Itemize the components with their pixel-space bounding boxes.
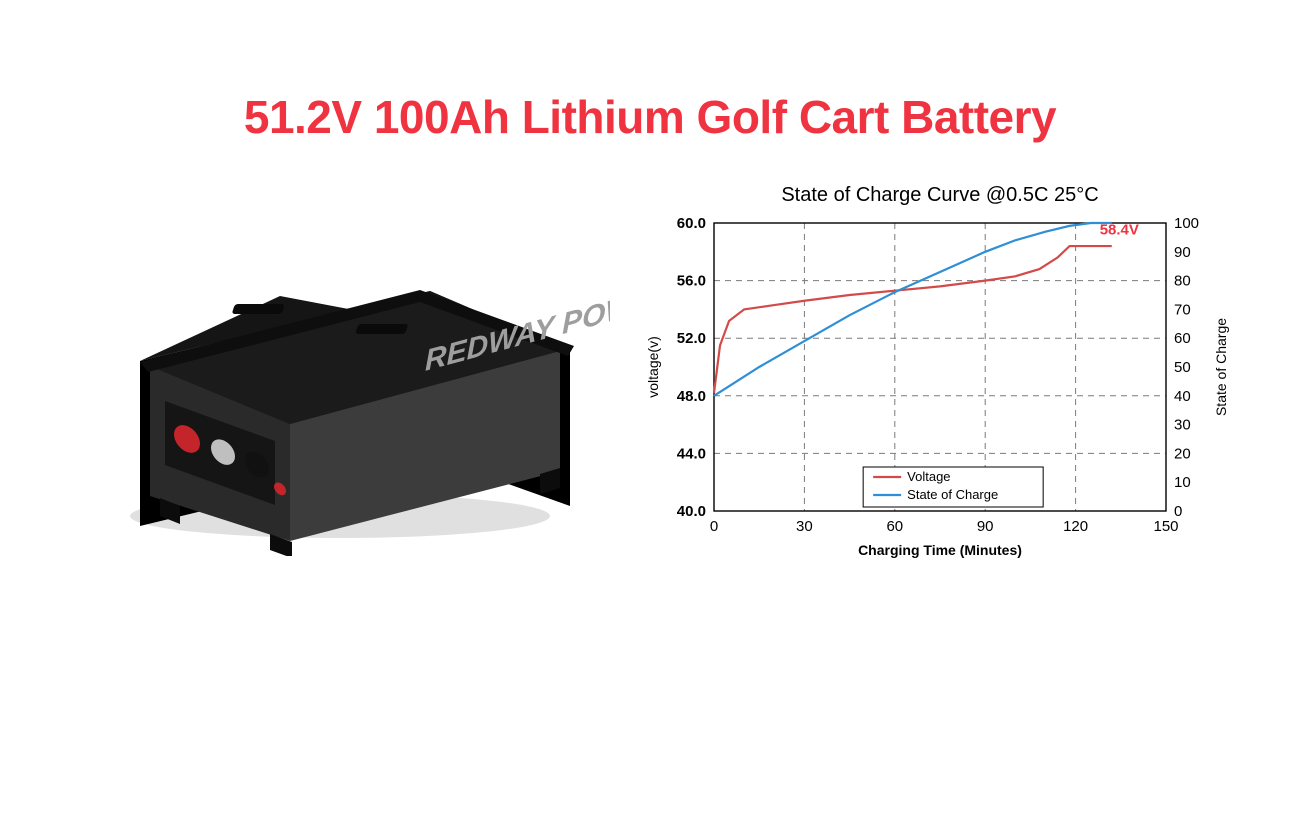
svg-text:90: 90 <box>977 518 994 535</box>
svg-text:150: 150 <box>1153 518 1178 535</box>
svg-text:30: 30 <box>1174 417 1191 434</box>
svg-text:20: 20 <box>1174 445 1191 462</box>
svg-text:100: 100 <box>1174 215 1199 232</box>
svg-text:60.0: 60.0 <box>677 215 706 232</box>
legend-label: State of Charge <box>907 487 998 502</box>
svg-text:50: 50 <box>1174 359 1191 376</box>
battery-image: REDWAY POWER <box>60 186 620 566</box>
svg-text:56.0: 56.0 <box>677 273 706 290</box>
svg-text:40: 40 <box>1174 388 1191 405</box>
svg-text:48.0: 48.0 <box>677 388 706 405</box>
svg-text:44.0: 44.0 <box>677 445 706 462</box>
svg-text:90: 90 <box>1174 244 1191 261</box>
chart-title: State of Charge Curve @0.5C 25°C <box>640 184 1240 207</box>
chart-xlabel: Charging Time (Minutes) <box>858 542 1022 558</box>
svg-text:70: 70 <box>1174 301 1191 318</box>
svg-text:0: 0 <box>710 518 718 535</box>
page-title: 51.2V 100Ah Lithium Golf Cart Battery <box>0 90 1300 144</box>
series-state-of-charge <box>714 223 1112 396</box>
chart-annotation: 58.4V <box>1100 222 1139 239</box>
legend-label: Voltage <box>907 469 950 484</box>
svg-text:60: 60 <box>1174 330 1191 347</box>
svg-text:52.0: 52.0 <box>677 330 706 347</box>
chart-svg: 40.0 44.0 48.0 52.0 56.0 60.0 0 10 20 30 40 50 60 70 8… <box>640 207 1240 567</box>
chart: State of Charge Curve @0.5C 25°C 40.0 44.… <box>640 184 1240 567</box>
chart-ylabel-right: State of Charge <box>1213 318 1229 416</box>
page: 51.2V 100Ah Lithium Golf Cart Battery <box>0 90 1300 814</box>
content-row: REDWAY POWER State of Charge Curve @0.5C… <box>0 184 1300 567</box>
svg-text:10: 10 <box>1174 474 1191 491</box>
chart-ylabel-left: voltage(v) <box>645 336 661 397</box>
svg-text:60: 60 <box>886 518 903 535</box>
svg-text:80: 80 <box>1174 273 1191 290</box>
battery-svg: REDWAY POWER <box>70 196 610 556</box>
series-voltage <box>714 246 1112 393</box>
svg-text:120: 120 <box>1063 518 1088 535</box>
svg-text:30: 30 <box>796 518 813 535</box>
svg-text:40.0: 40.0 <box>677 503 706 520</box>
